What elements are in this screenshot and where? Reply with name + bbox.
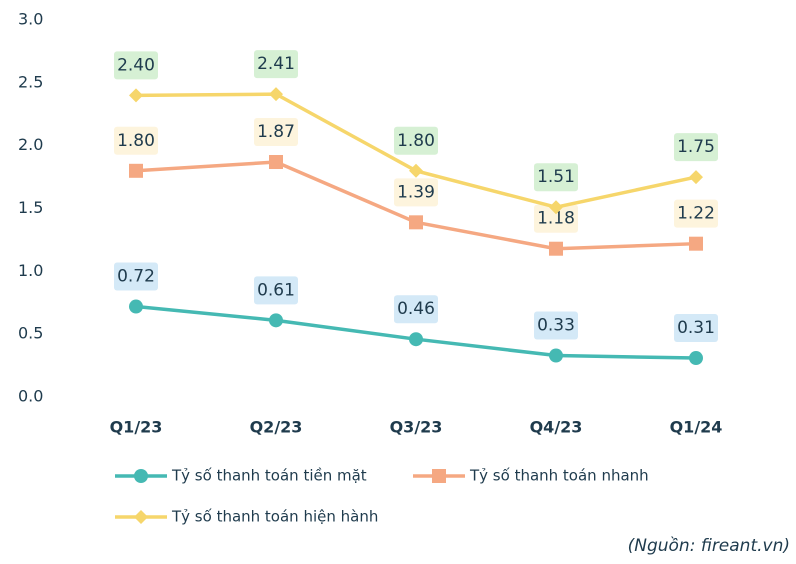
data-label-box [394, 295, 438, 324]
data-label: 2.40 [117, 55, 155, 75]
x-tick-label: Q3/23 [390, 418, 443, 437]
data-label-box [674, 314, 718, 343]
data-point [269, 155, 283, 170]
data-label: 0.33 [537, 316, 575, 336]
data-label: 1.80 [117, 131, 155, 151]
legend-marker [134, 469, 148, 483]
y-tick-label: 1.0 [18, 261, 43, 280]
data-label-box [534, 204, 578, 233]
x-tick-label: Q2/23 [250, 418, 303, 437]
data-point [129, 163, 143, 178]
data-label: 1.18 [537, 209, 575, 229]
data-point [689, 170, 703, 185]
y-tick-label: 2.5 [18, 72, 43, 91]
data-label-box [254, 276, 298, 305]
x-tick-label: Q4/23 [530, 418, 583, 437]
data-point [409, 215, 423, 230]
data-label-box [674, 199, 718, 228]
data-label: 1.75 [677, 137, 715, 157]
y-tick-label: 2.0 [18, 135, 43, 154]
data-point [129, 299, 143, 314]
data-point [689, 236, 703, 251]
x-tick-label: Q1/23 [110, 418, 163, 437]
legend-label: Tỷ số thanh toán nhanh [469, 467, 649, 485]
data-label-box [394, 126, 438, 155]
data-label-box [394, 178, 438, 207]
y-tick-label: 1.5 [18, 198, 43, 217]
source-note: (Nguồn: fireant.vn) [628, 535, 790, 556]
data-label: 1.51 [537, 167, 575, 187]
data-point [409, 163, 423, 178]
data-label: 1.87 [257, 122, 295, 142]
data-label: 0.31 [677, 318, 715, 338]
legend-label: Tỷ số thanh toán tiền mặt [171, 467, 367, 485]
data-point [549, 241, 563, 256]
data-point [549, 348, 563, 363]
data-point [269, 87, 283, 102]
data-label: 1.22 [677, 204, 715, 224]
data-point [689, 351, 703, 366]
data-label-box [254, 118, 298, 147]
data-point [549, 200, 563, 215]
data-label: 0.72 [117, 267, 155, 287]
data-point [129, 88, 143, 103]
data-point [409, 332, 423, 347]
y-tick-label: 0.5 [18, 324, 43, 343]
data-label-box [114, 51, 158, 80]
data-label: 0.46 [397, 299, 435, 319]
data-label-box [114, 126, 158, 155]
data-label: 0.61 [257, 280, 295, 300]
legend-marker [432, 469, 446, 483]
y-tick-label: 3.0 [18, 10, 43, 29]
data-label: 1.39 [397, 182, 435, 202]
data-label: 1.80 [397, 131, 435, 151]
y-tick-label: 0.0 [18, 387, 43, 406]
data-label-box [254, 50, 298, 79]
data-label-box [114, 262, 158, 291]
legend-label: Tỷ số thanh toán hiện hành [171, 508, 378, 526]
data-label-box [674, 133, 718, 162]
x-tick-label: Q1/24 [670, 418, 723, 437]
legend-marker [134, 510, 148, 524]
data-label: 2.41 [257, 54, 295, 74]
data-label-box [534, 163, 578, 192]
data-point [269, 313, 283, 328]
data-label-box [534, 311, 578, 340]
